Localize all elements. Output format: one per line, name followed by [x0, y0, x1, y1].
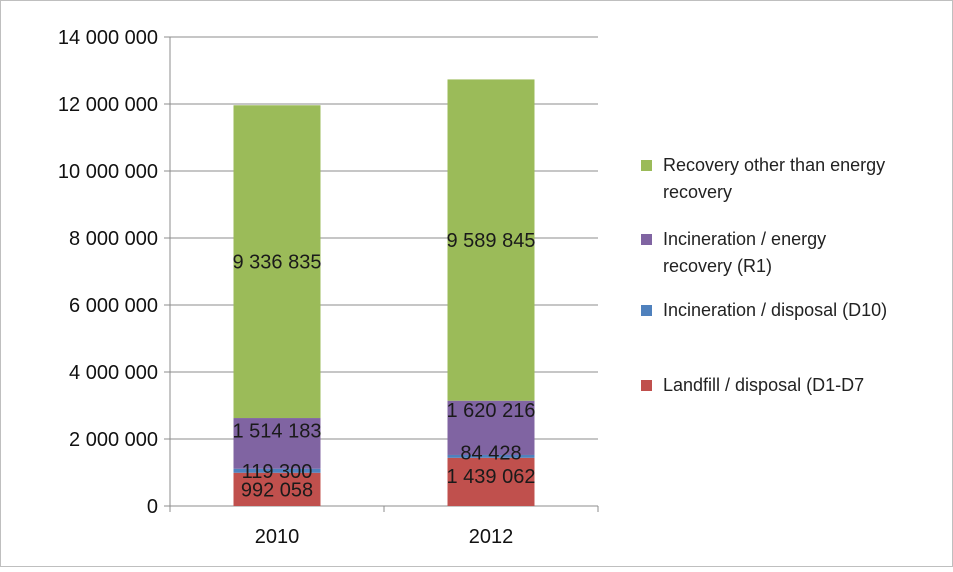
legend-swatch: [641, 305, 652, 316]
bar-segment: [447, 400, 535, 455]
data-label: 1 439 062: [447, 466, 536, 488]
legend-label: Incineration / disposal (D10): [663, 300, 887, 320]
legend: Recovery other than energy recovery Incine…: [641, 155, 887, 395]
y-tick-label: 4 000 000: [69, 362, 158, 384]
bar-segment: [447, 454, 535, 458]
bar-segment: [233, 472, 321, 506]
legend-item: Incineration / energy recovery (R1): [641, 229, 826, 276]
x-category-label: 2010: [255, 526, 300, 548]
bar-segment: [233, 105, 321, 419]
y-tick-label: 12 000 000: [58, 94, 158, 116]
legend-swatch: [641, 160, 652, 171]
data-label: 119 300: [242, 461, 313, 483]
bar-segment: [233, 418, 321, 469]
data-label: 9 336 835: [233, 252, 322, 274]
y-tick-label: 2 000 000: [69, 429, 158, 451]
bar-segment: [233, 468, 321, 473]
legend-swatch: [641, 380, 652, 391]
y-tick-label: 14 000 000: [58, 27, 158, 49]
legend-label: Recovery other than energy recovery: [663, 155, 885, 202]
legend-label: Incineration / energy recovery (R1): [663, 229, 826, 276]
x-category-label: 2012: [469, 526, 514, 548]
bar-segment: [447, 79, 535, 401]
legend-swatch: [641, 234, 652, 245]
legend-item: Recovery other than energy recovery: [641, 155, 885, 202]
data-label: 1 620 216: [447, 400, 536, 422]
legend-item: Landfill / disposal (D1-D7: [641, 375, 864, 395]
y-tick-label: 0: [147, 496, 158, 518]
data-label: 9 589 845: [447, 230, 536, 252]
legend-label: Landfill / disposal (D1-D7: [663, 375, 864, 395]
y-tick-label: 6 000 000: [69, 295, 158, 317]
y-tick-label: 10 000 000: [58, 161, 158, 183]
data-label: 1 514 183: [233, 420, 322, 442]
bar-segment: [447, 457, 535, 506]
axes: 0 2 000 000 4 000 000 6 000 000 8 000 000 10 …: [58, 27, 599, 548]
legend-item: Incineration / disposal (D10): [641, 300, 887, 320]
bars: [233, 79, 535, 506]
y-tick-label: 8 000 000: [69, 228, 158, 250]
data-label: 992 058: [241, 479, 313, 501]
data-label: 84 428: [460, 442, 521, 464]
